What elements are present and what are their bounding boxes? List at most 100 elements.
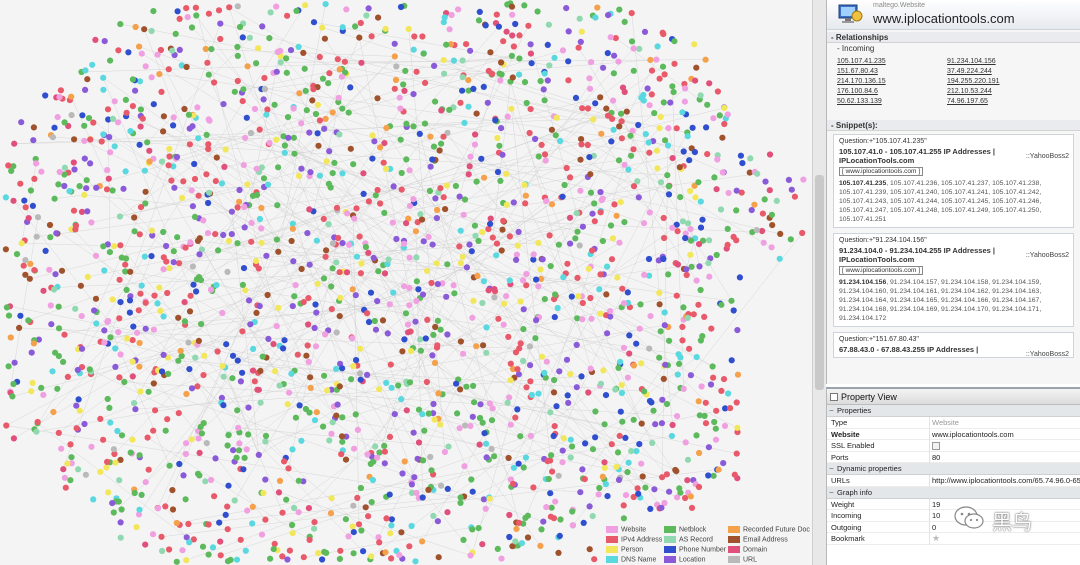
entity-node[interactable] [117,21,124,28]
entity-node[interactable] [253,60,260,67]
entity-node[interactable] [234,77,241,85]
entity-node[interactable] [178,352,185,360]
entity-node[interactable] [619,285,626,292]
entity-node[interactable] [471,399,478,406]
entity-node[interactable] [245,431,252,438]
entity-node[interactable] [141,253,148,260]
property-row-website[interactable]: Website www.iplocationtools.com [827,428,1080,440]
entity-node[interactable] [768,244,775,251]
incoming-ip-link[interactable]: 50.62.133.139 [837,98,882,105]
entity-node[interactable] [438,140,445,147]
entity-node[interactable] [626,350,633,357]
entity-node[interactable] [480,496,487,503]
entity-node[interactable] [485,67,492,75]
entity-node[interactable] [158,158,166,165]
entity-node[interactable] [312,343,320,350]
entity-node[interactable] [391,40,398,47]
entity-node[interactable] [298,265,305,273]
entity-node[interactable] [314,101,321,108]
entity-node[interactable] [547,513,555,520]
entity-node[interactable] [437,326,444,333]
entity-node[interactable] [480,342,487,349]
entity-node[interactable] [291,504,298,512]
entity-node[interactable] [760,239,767,246]
entity-node[interactable] [73,402,80,409]
entity-node[interactable] [244,181,251,188]
entity-node[interactable] [430,143,438,150]
entity-node[interactable] [521,79,529,86]
entity-node[interactable] [701,313,708,320]
entity-node[interactable] [600,367,607,374]
entity-node[interactable] [453,380,460,387]
entity-node[interactable] [554,304,561,312]
entity-node[interactable] [427,453,434,461]
entity-node[interactable] [604,330,611,337]
entity-node[interactable] [388,522,395,529]
entity-node[interactable] [195,337,202,344]
entity-node[interactable] [759,210,767,217]
entity-node[interactable] [592,408,599,415]
entity-node[interactable] [101,38,108,45]
entity-node[interactable] [443,293,450,300]
entity-node[interactable] [689,124,696,131]
entity-node[interactable] [170,163,177,170]
entity-node[interactable] [622,492,630,499]
entity-node[interactable] [160,266,167,273]
entity-node[interactable] [133,524,140,531]
entity-node[interactable] [82,67,89,74]
entity-node[interactable] [431,416,438,423]
entity-node[interactable] [656,354,663,361]
entity-node[interactable] [253,309,260,316]
entity-node[interactable] [674,413,681,420]
graph-svg[interactable] [0,0,812,565]
entity-node[interactable] [702,420,710,427]
entity-node[interactable] [116,213,124,220]
entity-node[interactable] [692,194,699,201]
entity-node[interactable] [397,136,404,143]
entity-node[interactable] [200,217,207,224]
entity-node[interactable] [219,309,226,317]
entity-node[interactable] [336,131,343,138]
entity-node[interactable] [508,52,515,60]
entity-node[interactable] [376,539,383,546]
entity-node[interactable] [512,20,519,28]
entity-node[interactable] [411,474,418,481]
entity-node[interactable] [142,479,149,486]
entity-node[interactable] [218,394,225,401]
entity-node[interactable] [730,307,737,314]
entity-node[interactable] [413,297,420,305]
entity-node[interactable] [621,219,628,226]
entity-node[interactable] [257,367,264,374]
entity-node[interactable] [563,5,570,12]
entity-node[interactable] [417,347,424,354]
entity-node[interactable] [285,465,292,472]
entity-node[interactable] [203,131,210,138]
entity-node[interactable] [566,214,574,221]
entity-node[interactable] [327,184,334,191]
entity-node[interactable] [165,162,172,169]
entity-node[interactable] [54,114,61,121]
entity-node[interactable] [92,252,100,259]
entity-node[interactable] [669,155,676,162]
snippet-url[interactable]: [ www.iplocationtools.com ] [839,167,924,176]
entity-node[interactable] [228,208,235,215]
entity-node[interactable] [724,111,731,118]
entity-node[interactable] [497,177,504,184]
entity-node[interactable] [466,241,473,248]
entity-node[interactable] [40,287,47,294]
entity-node[interactable] [61,331,68,338]
entity-node[interactable] [406,543,413,550]
entity-node[interactable] [659,63,667,70]
entity-node[interactable] [84,208,91,215]
entity-node[interactable] [512,349,520,356]
entity-node[interactable] [682,439,689,446]
entity-node[interactable] [100,436,107,443]
entity-node[interactable] [207,286,215,293]
entity-node[interactable] [676,164,683,171]
entity-node[interactable] [552,132,559,139]
entity-node[interactable] [410,91,417,98]
entity-node[interactable] [605,12,612,19]
entity-node[interactable] [540,86,547,93]
entity-node[interactable] [683,271,690,279]
entity-node[interactable] [504,399,511,406]
